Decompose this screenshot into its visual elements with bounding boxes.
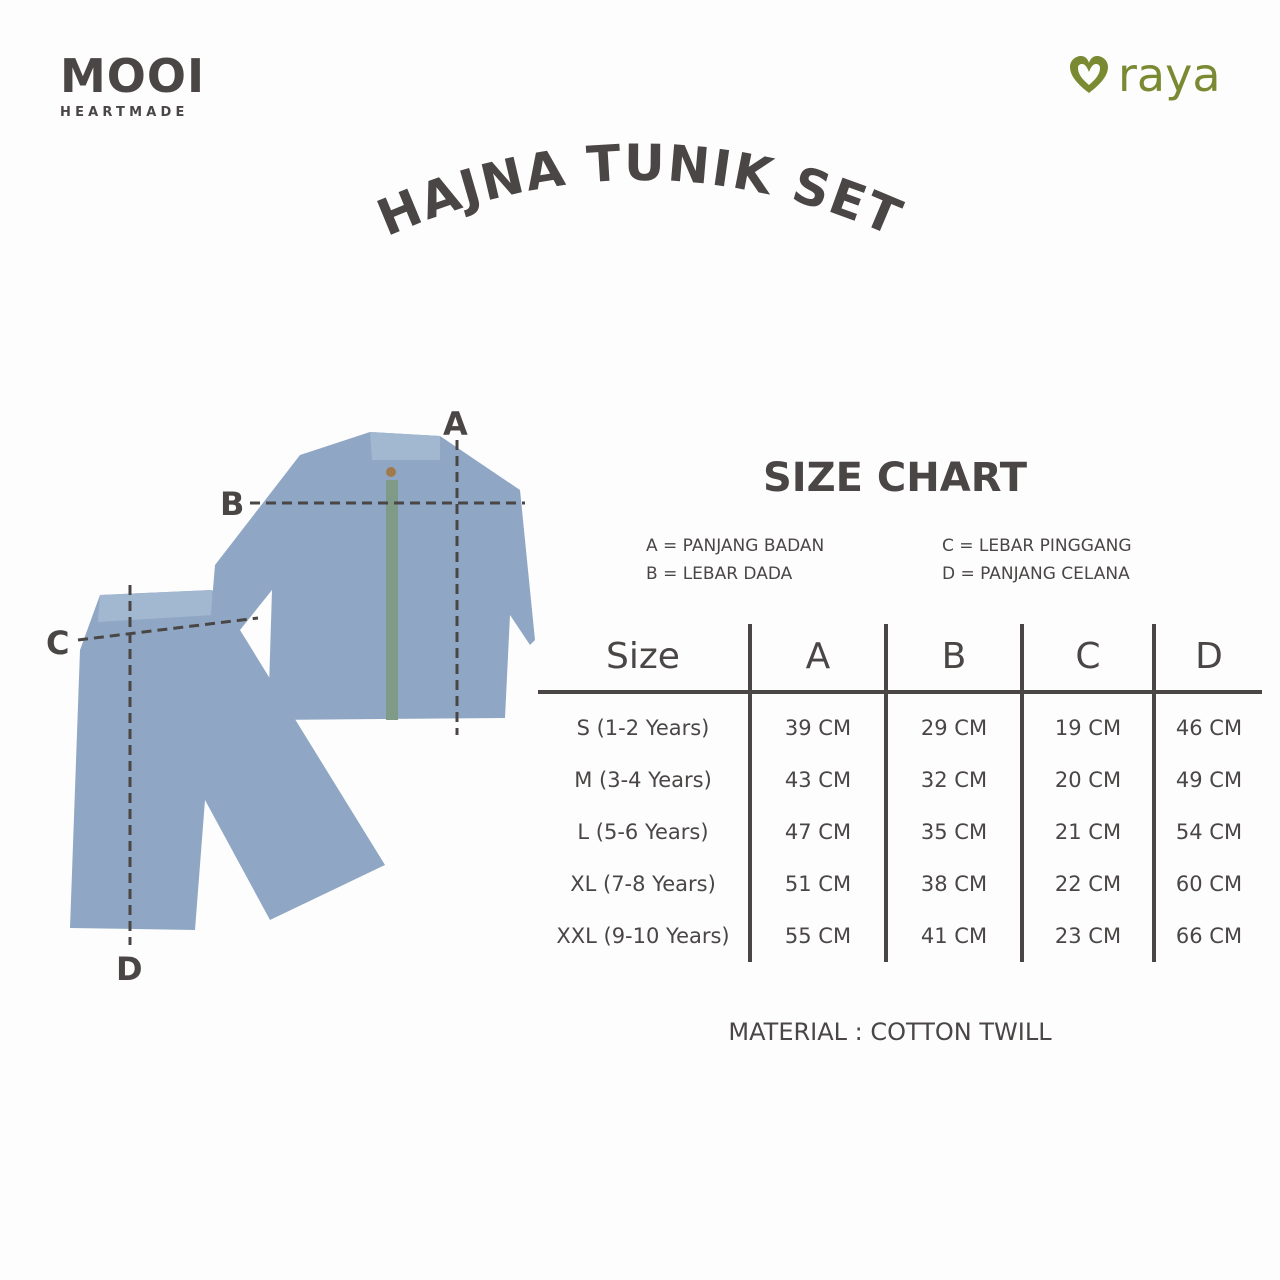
logo-tagline: HEARTMADE [60, 105, 189, 120]
column-header: A [750, 624, 888, 694]
label-b: B [220, 485, 244, 523]
table-body: S (1-2 Years) 39 CM 29 CM 19 CM 46 CM M (3-4 … [538, 692, 1262, 962]
pants-illustration [70, 590, 385, 930]
table-cell: XXL (9-10 Years) [538, 910, 752, 962]
svg-text:HAJNA TUNIK SET: HAJNA TUNIK SET [369, 134, 911, 248]
raya-wordmark: raya [1118, 48, 1221, 102]
column-header: B [886, 624, 1024, 694]
table-cell: 66 CM [1175, 924, 1243, 948]
table-cell: 38 CM [886, 858, 1024, 910]
legend-item: D = PANJANG CELANA [942, 564, 1130, 584]
legend-item: B = LEBAR DADA [646, 564, 793, 584]
label-a: A [443, 405, 468, 443]
size-chart-title: SIZE CHART [762, 455, 1028, 501]
legend-right: C = LEBAR PINGGANG D = PANJANG CELANA [942, 532, 1132, 588]
table-cell: 21 CM [1022, 806, 1156, 858]
table-cell: S (1-2 Years) [538, 692, 752, 754]
title-text: HAJNA TUNIK SET [369, 134, 909, 248]
table-cell: 55 CM [750, 910, 888, 962]
header-row: Size A B C D [538, 624, 1262, 694]
table-cell: 29 CM [886, 692, 1024, 754]
label-d: D [116, 950, 143, 988]
table-cell: 43 CM [750, 754, 888, 806]
heart-icon [1070, 56, 1108, 93]
table-row: XL (7-8 Years) 51 CM 38 CM 22 CM 60 CM [538, 858, 1262, 910]
column-header: D [1154, 624, 1262, 694]
size-table: Size A B C D S (1-2 Years) 39 CM 29 CM 19 CM 46 … [538, 624, 1262, 962]
table-row: S (1-2 Years) 39 CM 29 CM 19 CM 46 CM [538, 692, 1262, 754]
raya-logo: raya [1068, 46, 1221, 104]
table-row: L (5-6 Years) 47 CM 35 CM 21 CM 54 CM [538, 806, 1262, 858]
table-cell: 22 CM [1022, 858, 1156, 910]
page-title: HAJNA TUNIK SET [369, 134, 911, 248]
table-cell: 46 CM [1175, 716, 1243, 740]
table-cell: 49 CM [1175, 768, 1243, 792]
table-cell: M (3-4 Years) [538, 754, 752, 806]
mooi-logo: MOOI HEARTMADE [60, 48, 205, 122]
legend-item: C = LEBAR PINGGANG [942, 536, 1132, 556]
table-cell: XL (7-8 Years) [538, 858, 752, 910]
table-cell: 41 CM [886, 910, 1024, 962]
table-cell: 19 CM [1022, 692, 1156, 754]
table-row: XXL (9-10 Years) 55 CM 41 CM 23 CM 66 CM [538, 910, 1262, 962]
legend-left: A = PANJANG BADAN B = LEBAR DADA [646, 532, 824, 588]
table-cell: 39 CM [750, 692, 888, 754]
label-c: C [46, 624, 69, 662]
table-cell: 54 CM [1175, 820, 1243, 844]
table-cell: L (5-6 Years) [538, 806, 752, 858]
table-cell: 35 CM [886, 806, 1024, 858]
table-row: M (3-4 Years) 43 CM 32 CM 20 CM 49 CM [538, 754, 1262, 806]
column-header: C [1022, 624, 1156, 694]
table-cell: 23 CM [1022, 910, 1156, 962]
legend-item: A = PANJANG BADAN [646, 536, 825, 556]
logo-name: MOOI [60, 49, 206, 103]
table-cell: 60 CM [1175, 872, 1243, 896]
table-cell: 47 CM [750, 806, 888, 858]
table-cell: 51 CM [750, 858, 888, 910]
garment-diagram: A B C D [46, 405, 535, 988]
table-cell: 32 CM [886, 754, 1024, 806]
column-header: Size [538, 624, 752, 694]
material-text: MATERIAL : COTTON TWILL [728, 1018, 1052, 1046]
table-cell: 20 CM [1022, 754, 1156, 806]
